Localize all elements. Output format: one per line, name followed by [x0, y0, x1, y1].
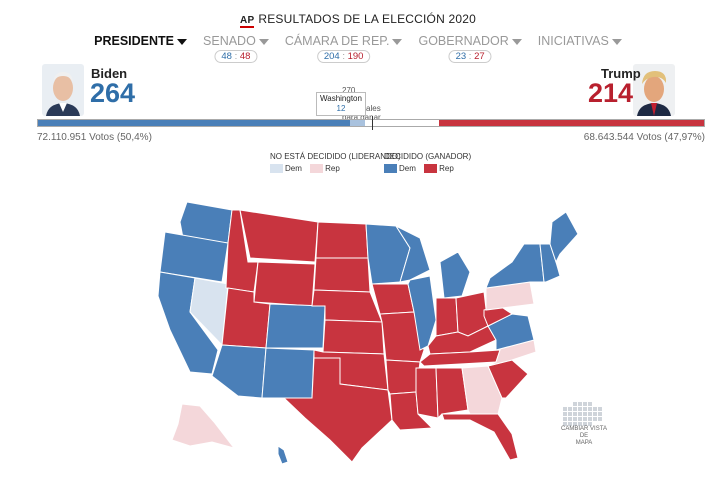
bar-rep-won — [439, 120, 704, 126]
grid-cell — [578, 417, 582, 421]
state-mi[interactable] — [439, 251, 471, 299]
bar-dem-leading — [349, 120, 365, 126]
grid-cell — [583, 417, 587, 421]
state-hi[interactable] — [249, 431, 289, 465]
grid-cell — [573, 422, 577, 426]
state-az[interactable] — [211, 344, 267, 399]
trump-name: Trump — [601, 66, 641, 81]
grid-cell — [563, 422, 567, 426]
state-ia[interactable] — [371, 283, 415, 315]
grid-cell — [578, 407, 582, 411]
chevron-down-icon — [177, 38, 188, 45]
ap-logo: AP — [240, 15, 255, 28]
electoral-vote-bar — [37, 116, 705, 130]
state-nd[interactable] — [315, 221, 369, 259]
state-in[interactable] — [435, 297, 459, 337]
grid-cell — [563, 417, 567, 421]
legend-decided: DECIDIDO (GANADOR) Dem Rep — [384, 152, 472, 174]
state-me[interactable] — [549, 211, 579, 264]
trump-popular-votes: 68.643.544 Votos (47,97%) — [583, 132, 705, 143]
grid-cell — [593, 417, 597, 421]
legend-undecided: NO ESTÁ DECIDIDO (LIDERANDO) Dem Rep — [270, 152, 401, 174]
page-header: AP RESULTADOS DE LA ELECCIÓN 2020 — [0, 12, 716, 28]
grid-cell — [598, 407, 602, 411]
legend-swatch-dem-won — [384, 164, 397, 174]
state-mt[interactable] — [239, 209, 319, 263]
grid-cell — [573, 407, 577, 411]
grid-cell — [563, 412, 567, 416]
house-count-badge: 204 : 190 — [316, 50, 371, 63]
grid-cell — [588, 402, 592, 406]
biden-avatar — [42, 64, 84, 116]
grid-cell — [598, 417, 602, 421]
tab-iniciativas[interactable]: INICIATIVAS — [530, 34, 630, 48]
state-ny[interactable] — [485, 243, 545, 289]
senate-count-badge: 48 : 48 — [214, 50, 258, 63]
win-threshold-line — [372, 116, 374, 130]
trump-avatar — [633, 64, 675, 116]
grid-cell — [583, 402, 587, 406]
state-fl[interactable] — [441, 413, 519, 461]
chevron-down-icon — [611, 38, 622, 45]
grid-cell — [573, 402, 577, 406]
biden-popular-votes: 72.110.951 Votos (50,4%) — [37, 132, 152, 143]
grid-cell — [563, 407, 567, 411]
biden-electoral-votes: 264 — [90, 78, 136, 108]
legend-swatch-rep-leading — [310, 164, 324, 174]
grid-cell — [588, 422, 592, 426]
state-tx[interactable] — [282, 357, 393, 463]
grid-cell — [578, 402, 582, 406]
change-map-view-button[interactable]: CAMBIAR VISTA DE MAPA — [561, 426, 607, 446]
chevron-down-icon — [392, 38, 403, 45]
tab-presidente[interactable]: PRESIDENTE — [86, 34, 195, 48]
grid-cell — [583, 412, 587, 416]
state-ak[interactable] — [171, 403, 236, 449]
tab-senado[interactable]: SENADO 48 : 48 — [195, 34, 277, 63]
state-il[interactable] — [407, 275, 437, 351]
grid-cell — [578, 422, 582, 426]
state-or[interactable] — [159, 231, 229, 283]
state-al[interactable] — [435, 367, 469, 420]
grid-cell — [593, 407, 597, 411]
trump-electoral-votes: 214 — [588, 78, 634, 108]
tab-gobernador[interactable]: GOBERNADOR 23 : 27 — [410, 34, 529, 63]
grid-cell — [583, 407, 587, 411]
chevron-down-icon — [511, 38, 522, 45]
grid-cell — [573, 412, 577, 416]
state-ms[interactable] — [415, 367, 439, 419]
state-nm[interactable] — [261, 347, 315, 399]
grid-cell — [588, 407, 592, 411]
state-co[interactable] — [265, 303, 326, 349]
grid-cell — [573, 417, 577, 421]
state-ar[interactable] — [385, 359, 421, 395]
state-wy[interactable] — [253, 261, 316, 307]
legend-swatch-rep-won — [424, 164, 438, 174]
state-tooltip: Washington 12 — [316, 92, 366, 116]
grid-cell — [578, 412, 582, 416]
state-sd[interactable] — [313, 257, 371, 293]
grid-cell — [568, 412, 572, 416]
grid-cell — [568, 407, 572, 411]
tab-camara[interactable]: CÁMARA DE REP. 204 : 190 — [277, 34, 411, 63]
state-ks[interactable] — [322, 319, 385, 355]
state-nc[interactable] — [487, 339, 537, 367]
biden-name: Biden — [91, 66, 128, 81]
governor-count-badge: 23 : 27 — [448, 50, 492, 63]
grid-cell — [583, 422, 587, 426]
grid-cell — [593, 412, 597, 416]
grid-cell — [598, 412, 602, 416]
bar-dem-won — [38, 120, 350, 126]
legend-swatch-dem-leading — [270, 164, 283, 174]
grid-cell — [568, 417, 572, 421]
page-title: RESULTADOS DE LA ELECCIÓN 2020 — [258, 12, 476, 26]
grid-cell — [568, 422, 572, 426]
map-toggle-grid-icon[interactable] — [563, 402, 602, 426]
grid-cell — [588, 412, 592, 416]
chevron-down-icon — [258, 38, 269, 45]
race-tabs: PRESIDENTE SENADO 48 : 48 CÁMARA DE REP.… — [0, 34, 716, 63]
grid-cell — [588, 417, 592, 421]
